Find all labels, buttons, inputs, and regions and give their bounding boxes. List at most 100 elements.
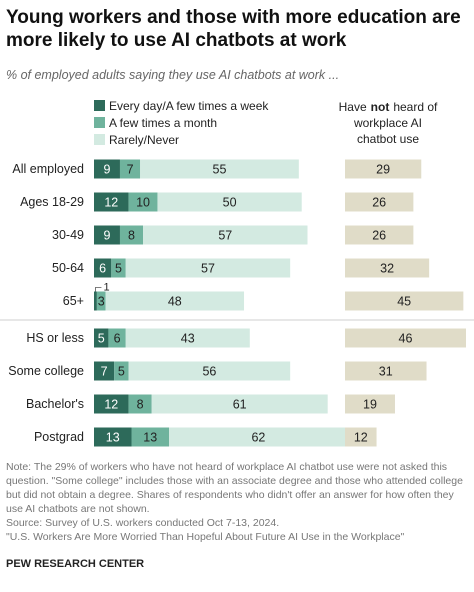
chart-source: Source: Survey of U.S. workers conducted… — [6, 517, 280, 529]
legend-swatch-few-month — [94, 117, 105, 128]
category-label: All employed — [12, 162, 84, 176]
data-label-not-heard: 26 — [372, 229, 386, 243]
data-label-few-month: 10 — [136, 196, 150, 210]
data-label-every-day: 13 — [106, 431, 120, 445]
bar-not-heard — [345, 258, 430, 278]
data-label-not-heard: 46 — [399, 332, 413, 346]
bar-not-heard — [345, 427, 377, 447]
data-label-rarely: 57 — [218, 229, 232, 243]
data-label-few-month: 8 — [128, 229, 135, 243]
data-label-not-heard: 26 — [372, 196, 386, 210]
data-label-not-heard: 45 — [397, 295, 411, 309]
data-label-every-day: 5 — [98, 332, 105, 346]
category-label: 50-64 — [52, 261, 84, 275]
data-label-every-day: 12 — [104, 398, 118, 412]
bar-segment-few-month — [114, 361, 129, 381]
bar-not-heard — [345, 394, 395, 414]
right-panel-header: Have not heard of workplace AI chatbot use — [339, 100, 438, 146]
bar-segment-few-month — [131, 427, 170, 447]
bar-segment-every-day — [94, 225, 120, 245]
data-label-few-month: 5 — [115, 262, 122, 276]
chart-title: Young workers and those with more educat… — [6, 7, 461, 51]
bar-not-heard — [345, 361, 427, 381]
report-title: "U.S. Workers Are More Worried Than Hope… — [6, 531, 405, 543]
data-label-every-day: 12 — [104, 196, 118, 210]
leader-line — [95, 287, 102, 292]
data-label-rarely: 55 — [213, 163, 227, 177]
data-label-every-day: 9 — [104, 229, 111, 243]
bar-segment-rarely — [125, 258, 291, 278]
bar-not-heard — [345, 192, 414, 212]
data-label-rarely: 62 — [251, 431, 265, 445]
bar-segment-rarely — [157, 192, 302, 212]
category-label: 30-49 — [52, 228, 84, 242]
category-label: Bachelor's — [26, 397, 84, 411]
right-header-line-2: workplace AI — [353, 116, 422, 130]
bar-segment-rarely — [125, 328, 250, 348]
data-label-not-heard: 32 — [380, 262, 394, 276]
bar-segment-few-month — [119, 225, 144, 245]
data-label-not-heard: 31 — [379, 365, 393, 379]
category-label: Postgrad — [34, 430, 84, 444]
data-label-few-month: 5 — [118, 365, 125, 379]
bar-not-heard — [345, 225, 414, 245]
data-label-few-month: 3 — [98, 295, 105, 309]
bar-segment-few-month — [128, 394, 152, 414]
data-label-rarely: 56 — [202, 365, 216, 379]
category-label: HS or less — [26, 331, 84, 345]
data-label-rarely: 50 — [223, 196, 237, 210]
data-label-rarely: 48 — [168, 295, 182, 309]
data-label-few-month: 8 — [137, 398, 144, 412]
right-header-line-3: chatbot use — [357, 132, 419, 146]
data-label-not-heard: 19 — [363, 398, 377, 412]
legend-swatch-every-day — [94, 100, 105, 111]
legend: Every day/A few times a week A few times… — [94, 99, 269, 147]
brand-logo-text: PEW RESEARCH CENTER — [6, 558, 145, 570]
bar-segment-rarely — [140, 159, 299, 179]
chart-note: Note: The 29% of workers who have not he… — [6, 461, 463, 515]
category-label: 65+ — [63, 294, 84, 308]
legend-label-every-day: Every day/A few times a week — [109, 99, 269, 113]
data-label-few-month: 7 — [127, 163, 134, 177]
bar-segment-few-month — [96, 291, 106, 311]
legend-label-few-month: A few times a month — [109, 116, 217, 130]
bar-not-heard — [345, 328, 466, 348]
bar-segment-rarely — [169, 427, 348, 447]
legend-swatch-rarely — [94, 134, 105, 145]
bar-segment-few-month — [108, 328, 126, 348]
data-label-every-day: 6 — [99, 262, 106, 276]
category-label: Ages 18-29 — [20, 195, 84, 209]
category-label: Some college — [8, 364, 84, 378]
bar-segment-every-day — [94, 192, 129, 212]
bar-segment-every-day — [94, 159, 120, 179]
bar-segment-rarely — [128, 361, 291, 381]
right-header-line-1: Have not heard of — [339, 100, 438, 114]
bar-segment-every-day — [94, 258, 112, 278]
data-label-every-day: 7 — [101, 365, 108, 379]
data-label-few-month: 6 — [114, 332, 121, 346]
data-label-not-heard: 29 — [376, 163, 390, 177]
bar-segment-rarely — [143, 225, 308, 245]
data-label-few-month: 13 — [143, 431, 157, 445]
bar-segment-every-day — [94, 291, 97, 311]
data-label-rarely: 43 — [181, 332, 195, 346]
legend-label-rarely: Rarely/Never — [109, 133, 179, 147]
data-label-not-heard: 12 — [354, 431, 368, 445]
bar-segment-every-day — [94, 328, 109, 348]
bar-not-heard — [345, 291, 464, 311]
data-label-every-day: 9 — [104, 163, 111, 177]
data-label-rarely: 61 — [233, 398, 247, 412]
data-label-rarely: 57 — [201, 262, 215, 276]
bar-segment-every-day — [94, 361, 115, 381]
bar-segment-few-month — [128, 192, 158, 212]
bar-segment-few-month — [111, 258, 126, 278]
chart-subtitle: % of employed adults saying they use AI … — [6, 68, 340, 82]
bar-segment-every-day — [94, 394, 129, 414]
bar-segment-few-month — [119, 159, 141, 179]
bar-segment-every-day — [94, 427, 132, 447]
data-label-every-day: 1 — [103, 282, 109, 294]
bar-segment-rarely — [151, 394, 328, 414]
bar-not-heard — [345, 159, 422, 179]
stacked-bar-chart: Every day/A few times a week A few times… — [0, 99, 474, 447]
